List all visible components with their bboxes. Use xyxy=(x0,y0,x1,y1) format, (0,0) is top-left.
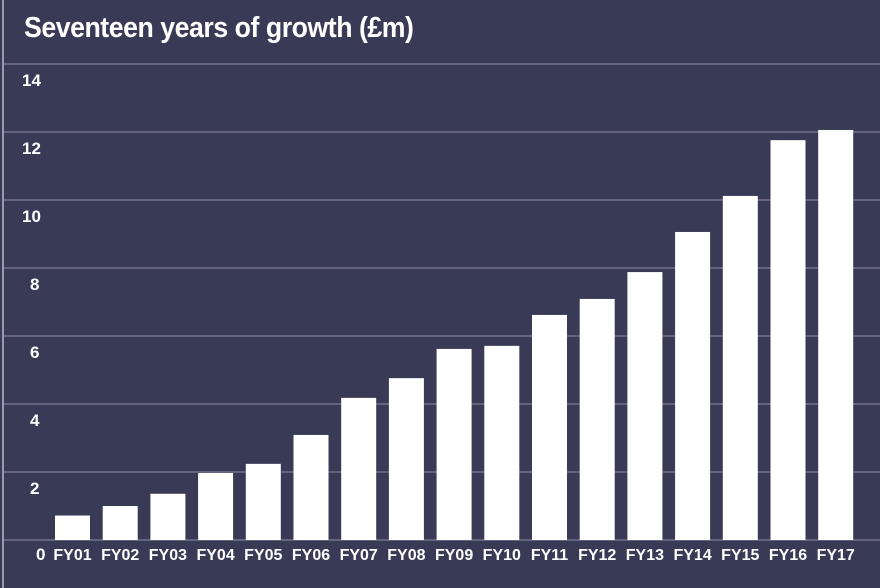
x-tick-label: FY03 xyxy=(149,547,187,564)
bar-fy08 xyxy=(388,378,424,540)
y-tick-label: 10 xyxy=(22,207,41,226)
x-tick-label: FY09 xyxy=(435,547,473,564)
y-tick-label: 0 xyxy=(36,545,45,564)
bar-fy17 xyxy=(818,129,854,540)
x-tick-label: FY17 xyxy=(817,547,855,564)
bar-fy04 xyxy=(198,473,234,540)
x-tick-label: FY02 xyxy=(101,547,139,564)
bar-fy10 xyxy=(484,345,520,540)
x-tick-label: FY11 xyxy=(531,547,568,564)
x-tick-label: FY12 xyxy=(578,547,616,564)
y-tick-label: 2 xyxy=(30,479,39,498)
bar-fy02 xyxy=(102,506,138,540)
bar-fy09 xyxy=(436,348,472,540)
bar-fy14 xyxy=(675,231,711,540)
bar-fy07 xyxy=(341,397,377,540)
chart-title: Seventeen years of growth (£m) xyxy=(24,12,414,44)
bar-fy05 xyxy=(245,463,281,540)
bar-fy15 xyxy=(722,195,758,541)
x-tick-label: FY16 xyxy=(769,547,807,564)
x-tick-label: FY14 xyxy=(673,547,711,564)
y-tick-label: 8 xyxy=(30,275,39,294)
bar-fy01 xyxy=(55,515,90,540)
y-tick-label: 6 xyxy=(30,343,39,362)
x-tick-label: FY08 xyxy=(387,547,425,564)
x-tick-label: FY01 xyxy=(53,547,91,564)
bar-fy16 xyxy=(770,140,806,540)
y-tick-label: 12 xyxy=(22,139,41,158)
y-tick-label: 4 xyxy=(30,411,40,430)
bar-fy06 xyxy=(293,434,329,540)
x-tick-label: FY06 xyxy=(292,547,330,564)
x-tick-label: FY04 xyxy=(196,547,234,564)
bar-fy03 xyxy=(150,493,186,540)
x-tick-label: FY05 xyxy=(244,547,282,564)
bar-fy12 xyxy=(579,298,615,540)
bar-fy11 xyxy=(532,314,567,540)
x-tick-label: FY10 xyxy=(483,547,521,564)
x-tick-label: FY15 xyxy=(721,547,759,564)
bar-fy13 xyxy=(627,272,663,540)
x-tick-label: FY07 xyxy=(340,547,378,564)
left-border xyxy=(2,0,4,588)
x-tick-label: FY13 xyxy=(626,547,664,564)
y-tick-label: 14 xyxy=(22,71,41,90)
